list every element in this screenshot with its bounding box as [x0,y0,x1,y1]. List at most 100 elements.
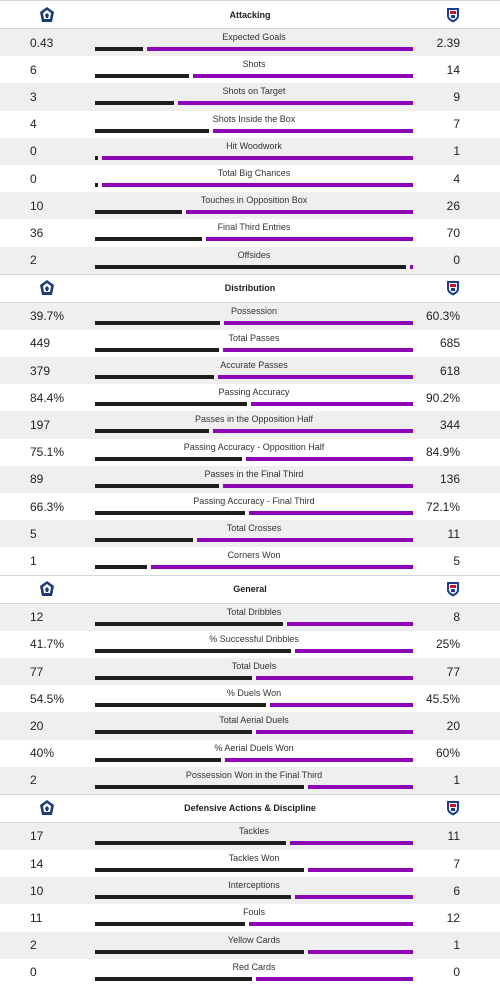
section-rows: 17 Tackles 11 14 Tackles Won 7 10 Interc… [0,822,500,986]
comparison-bar [95,648,413,653]
home-bar [95,840,286,845]
stat-row: 2 Possession Won in the Final Third 1 [0,766,500,794]
away-bar [213,128,413,133]
away-value: 84.9% [425,445,460,460]
stat-name: Interceptions [228,880,280,891]
home-value: 75.1% [30,445,65,460]
stat-row: 77 Total Duels 77 [0,657,500,686]
home-value: 17 [30,829,44,844]
home-value: 0 [30,965,37,980]
comparison-bar [95,565,413,570]
away-value: 26 [446,198,460,213]
section-header: Distribution [0,273,500,303]
stat-row: 89 Passes in the Final Third 136 [0,465,500,493]
home-bar [95,621,284,626]
stat-name: Corners Won [227,550,281,561]
stat-name: Passing Accuracy - Opposition Half [183,441,325,452]
section-title: Defensive Actions & Discipline [184,803,316,814]
home-bar [95,320,220,325]
stat-row: 54.5% % Duels Won 45.5% [0,685,500,712]
comparison-bar [95,347,413,352]
home-value: 1 [30,553,37,568]
stat-name: Total Big Chances [217,167,291,178]
away-team-crest-icon [447,801,459,816]
home-value: 3 [30,89,37,104]
home-bar [95,47,143,51]
stat-name: Shots [242,59,266,70]
stat-row: 17 Tackles 11 [0,822,500,851]
stat-name: % Aerial Duels Won [214,742,294,753]
away-bar [205,237,413,242]
stat-row: 66.3% Passing Accuracy - Final Third 72.… [0,493,500,520]
stat-row: 2 Offsides 0 [0,246,500,274]
comparison-bar [95,320,413,325]
away-value: 344 [439,418,460,433]
stat-name: Total Aerial Duels [219,715,289,726]
section-rows: 12 Total Dribbles 8 41.7% % Successful D… [0,603,500,794]
section-header: Defensive Actions & Discipline [0,793,500,823]
away-bar [223,320,413,325]
home-value: 84.4% [30,390,65,405]
home-bar [95,511,246,515]
stat-row: 0.43 Expected Goals 2.39 [0,29,500,57]
comparison-bar [95,784,413,789]
comparison-bar [95,128,413,133]
stat-row: 11 Fouls 12 [0,904,500,931]
home-value: 41.7% [30,637,65,652]
home-bar [95,868,305,873]
home-value: 197 [30,418,51,433]
stat-name: % Duels Won [226,688,282,699]
section-rows: 0.43 Expected Goals 2.39 6 Shots 14 3 Sh… [0,29,500,274]
away-bar [287,621,413,626]
comparison-bar [95,402,413,407]
away-value: 4 [453,171,460,186]
away-bar [249,922,413,927]
away-team-crest-icon [447,281,459,296]
stat-name: Possession [230,305,278,316]
section-title: Attacking [229,9,271,20]
away-value: 12 [446,911,460,926]
home-bar [95,949,305,954]
comparison-bar [95,483,413,488]
section-header: Attacking [0,0,500,29]
stat-name: Total Passes [228,332,280,343]
away-value: 7 [453,117,460,132]
away-bar [410,264,413,269]
stat-name: Final Third Entries [217,222,291,233]
home-value: 2 [30,773,37,788]
stat-name: Possession Won in the Final Third [185,769,323,780]
away-bar [102,155,413,160]
away-value: 0 [453,253,460,268]
away-value: 2.39 [436,35,460,50]
stat-name: Fouls [242,907,265,918]
stat-name: Passing Accuracy - Final Third [193,496,315,506]
stat-row: 0 Red Cards 0 [0,959,500,986]
home-team-crest-icon [40,581,54,597]
away-value: 8 [453,610,460,625]
home-value: 66.3% [30,499,65,514]
stat-name: Hit Woodwork [226,140,282,151]
stat-row: 39.7% Possession 60.3% [0,302,500,330]
section-header: General [0,574,500,604]
away-value: 0 [453,965,460,980]
home-bar [95,538,194,543]
away-value: 136 [439,472,460,487]
away-value: 14 [446,62,460,77]
away-value: 45.5% [425,691,460,706]
home-bar [95,264,406,269]
comparison-bar [95,74,413,79]
away-bar [246,456,413,461]
stat-row: 40% % Aerial Duels Won 60% [0,740,500,767]
home-bar [95,648,292,653]
comparison-bar [95,895,413,900]
away-team-crest-icon [447,582,459,597]
comparison-bar [95,101,413,106]
away-bar [249,511,413,515]
comparison-bar [95,757,413,762]
home-bar [95,675,252,680]
comparison-bar [95,375,413,380]
away-bar [308,784,413,789]
away-value: 60% [435,746,460,761]
stat-name: Yellow Cards [227,934,281,945]
